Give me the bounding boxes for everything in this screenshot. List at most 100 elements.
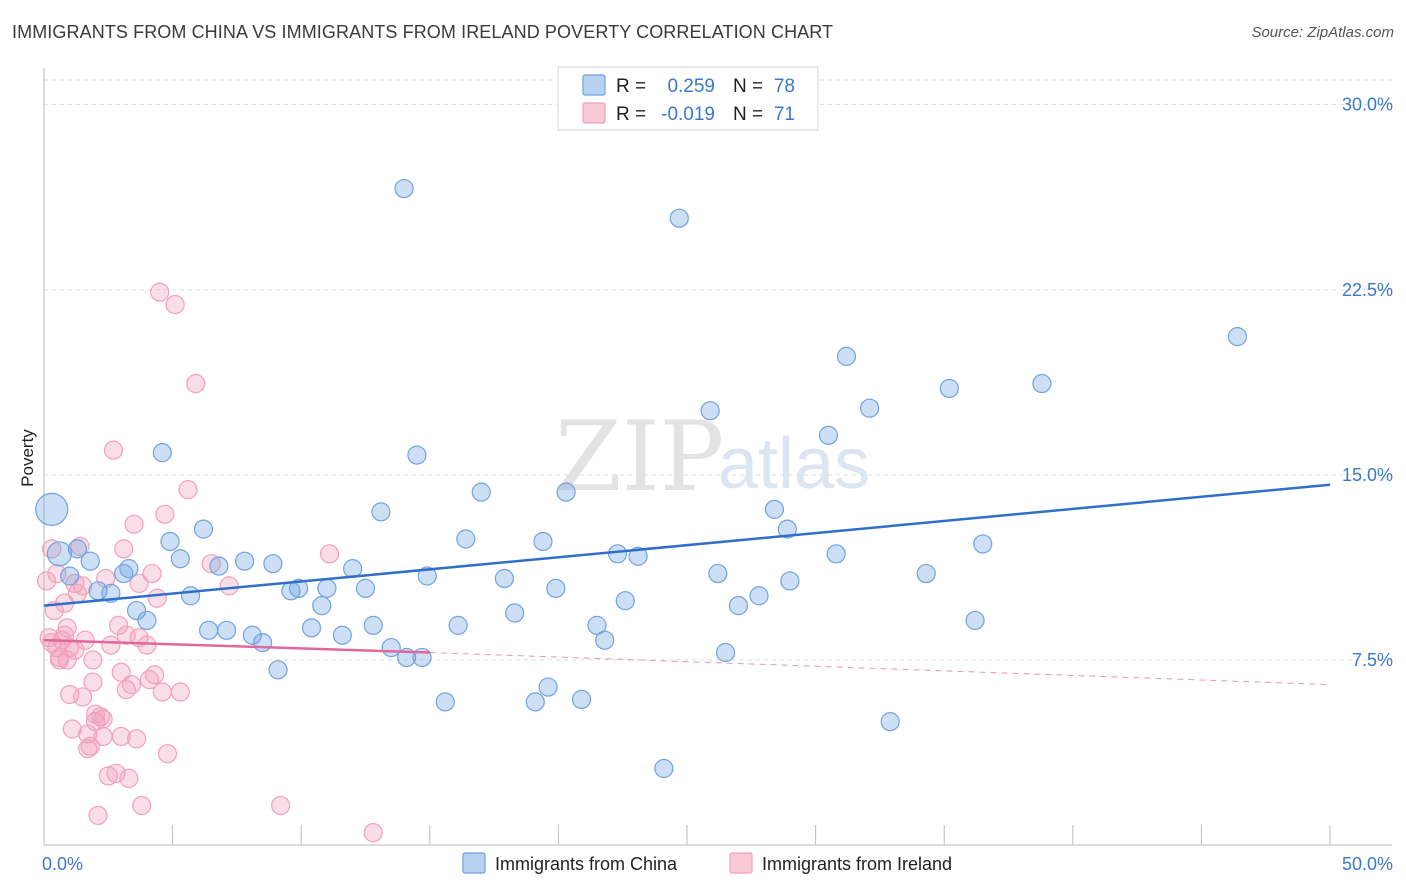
ireland-point-54 — [178, 480, 198, 500]
legend-swatch-ireland — [582, 102, 606, 124]
ireland-point-18 — [78, 739, 98, 759]
china-point-12 — [160, 531, 180, 552]
legend-china-r-label: R = — [616, 76, 646, 97]
y-tick-label-3: 30.0% — [1342, 95, 1393, 115]
china-point-68 — [826, 544, 846, 564]
y-tick-label-1: 15.0% — [1342, 465, 1393, 485]
watermark-atlas: atlas — [718, 424, 870, 504]
ireland-point-46 — [144, 665, 165, 685]
china-point-59 — [700, 401, 720, 421]
x-tick-label-min: 0.0% — [42, 854, 83, 874]
correlation-legend: R = 0.259 N = 78 R = -0.019 N = 71 — [557, 66, 819, 131]
ireland-point-27 — [98, 766, 118, 786]
y-tick-label-0: 7.5% — [1352, 650, 1393, 670]
ireland-point-56 — [201, 554, 221, 574]
china-point-11 — [152, 443, 172, 463]
china-point-50 — [556, 482, 576, 502]
china-point-64 — [764, 499, 785, 519]
china-point-65 — [777, 519, 797, 539]
ireland-point-19 — [80, 736, 100, 756]
ireland-point-45 — [142, 563, 162, 584]
ireland-point-25 — [93, 726, 113, 747]
legend-ireland-r-label: R = — [616, 104, 646, 125]
china-point-34 — [381, 637, 401, 658]
legend-china-n-value: 78 — [774, 76, 795, 97]
y-tick-labels: 7.5% 15.0% 22.5% 30.0% — [1342, 95, 1393, 670]
china-point-46 — [525, 692, 545, 712]
axes — [43, 68, 1392, 846]
china-point-4 — [80, 551, 100, 571]
china-point-57 — [654, 758, 674, 779]
legend-ireland-r-value: -0.019 — [661, 104, 715, 125]
ireland-trend-line — [43, 638, 430, 654]
ireland-point-67 — [93, 709, 113, 729]
china-point-10 — [137, 610, 157, 631]
china-point-69 — [836, 346, 857, 366]
ireland-point-70 — [83, 650, 103, 670]
ireland-point-59 — [319, 544, 340, 564]
ireland-point-53 — [170, 682, 190, 702]
china-point-74 — [965, 610, 985, 631]
china-point-76 — [1032, 373, 1052, 394]
ireland-point-31 — [108, 615, 129, 635]
china-point-16 — [199, 620, 219, 640]
legend-ireland-n-label: N = — [733, 104, 763, 125]
china-point-71 — [880, 712, 900, 732]
china-point-61 — [715, 642, 736, 663]
china-point-1 — [46, 541, 73, 567]
ireland-point-37 — [121, 674, 142, 695]
china-point-14 — [181, 586, 201, 606]
china-point-3 — [67, 539, 88, 559]
ireland-point-23 — [88, 805, 108, 825]
china-point-33 — [371, 502, 391, 522]
china-point-18 — [217, 620, 237, 640]
ireland-point-30 — [106, 763, 126, 784]
china-point-22 — [263, 554, 283, 574]
china-point-19 — [235, 551, 255, 571]
ireland-point-11 — [62, 719, 82, 739]
china-point-17 — [209, 556, 229, 576]
y-tick-label-2: 22.5% — [1342, 280, 1393, 300]
ireland-point-68 — [111, 662, 131, 682]
china-point-0 — [35, 492, 69, 526]
y-axis-title: Poverty — [18, 429, 37, 487]
china-point-31 — [355, 578, 376, 598]
ireland-point-41 — [129, 573, 149, 594]
ireland-point-57 — [219, 576, 239, 596]
china-point-47 — [533, 531, 553, 552]
china-point-56 — [628, 546, 648, 566]
china-point-55 — [615, 591, 635, 611]
china-point-41 — [448, 615, 468, 635]
ireland-point-14 — [70, 536, 90, 557]
ireland-point-51 — [157, 744, 178, 764]
china-point-62 — [728, 596, 749, 616]
china-point-42 — [456, 529, 476, 549]
ireland-point-47 — [147, 588, 167, 608]
ireland-point-62 — [49, 647, 70, 668]
ireland-point-58 — [271, 795, 291, 816]
china-point-13 — [170, 549, 190, 569]
bottom-legend-swatch-ireland — [729, 852, 753, 874]
china-point-51 — [571, 689, 592, 710]
series-legend: Immigrants from China Immigrants from Ir… — [462, 852, 952, 874]
china-point-23 — [268, 660, 288, 680]
ireland-point-60 — [363, 823, 383, 843]
ireland-point-32 — [111, 726, 131, 747]
ireland-point-8 — [57, 650, 77, 670]
ireland-trend-extension — [429, 652, 1331, 686]
china-point-35 — [394, 178, 414, 199]
ireland-point-50 — [155, 504, 175, 524]
china-point-8 — [119, 559, 139, 579]
china-point-52 — [587, 615, 607, 635]
watermark-zip: ZIP — [555, 401, 724, 513]
china-point-66 — [780, 571, 800, 591]
ireland-point-20 — [83, 672, 103, 692]
ireland-point-55 — [186, 373, 206, 394]
china-point-15 — [193, 519, 214, 539]
china-point-58 — [669, 208, 689, 228]
ireland-point-29 — [103, 440, 124, 460]
china-point-67 — [818, 425, 839, 445]
china-point-45 — [505, 603, 525, 623]
china-point-20 — [242, 625, 262, 645]
ireland-point-24 — [90, 707, 111, 727]
